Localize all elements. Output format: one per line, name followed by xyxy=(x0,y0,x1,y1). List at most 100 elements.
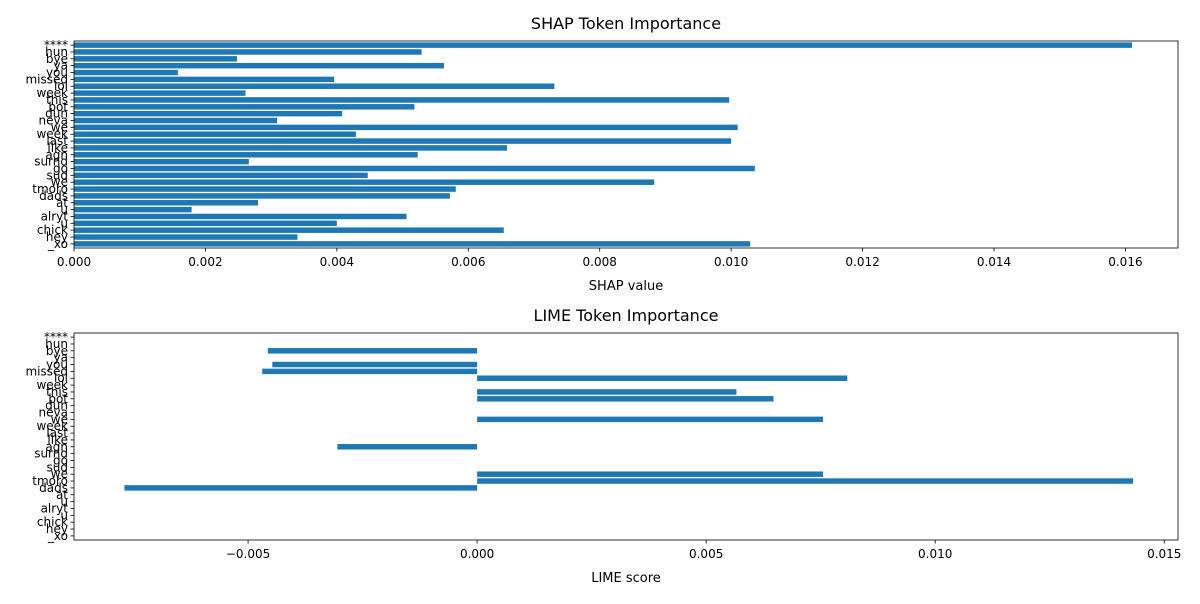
shap-bar xyxy=(74,76,335,83)
shap-y-tick-label: agn xyxy=(45,148,68,162)
shap-y-tick-label: like xyxy=(47,141,68,155)
shap-x-tick-label: 0.010 xyxy=(714,255,748,269)
shap-bar xyxy=(74,69,178,76)
lime-y-tick-label: ya xyxy=(54,351,68,365)
lime-bar xyxy=(337,444,478,450)
shap-y-ticks: ****hunbyeyayoumissedlolweekthisbotdunne… xyxy=(25,38,74,251)
lime-y-tick-label: week xyxy=(36,419,68,433)
shap-bar xyxy=(74,42,1132,48)
shap-y-tick-label: last xyxy=(46,134,68,148)
shap-bar xyxy=(74,97,730,103)
shap-y-tick-label: hey xyxy=(46,230,68,244)
lime-y-tick-label: neva xyxy=(39,406,68,420)
shap-bar xyxy=(74,145,508,151)
shap-y-tick-label: neva xyxy=(39,114,68,128)
shap-axes-frame xyxy=(73,40,1179,249)
shap-bar xyxy=(74,131,356,137)
lime-x-tick-label: 0.015 xyxy=(1147,547,1181,561)
shap-y-tick-label: surnd xyxy=(34,155,68,169)
shap-y-tick-label: _xo xyxy=(47,237,68,251)
shap-bar xyxy=(74,234,298,240)
shap-x-tick-label: 0.016 xyxy=(1108,255,1142,269)
lime-y-tick-label: surnd xyxy=(34,447,68,461)
shap-y-tick-label: sud xyxy=(47,168,68,182)
lime-y-tick-label: you xyxy=(46,358,68,372)
shap-y-tick-label: we xyxy=(51,120,68,134)
shap-bar xyxy=(74,193,450,199)
shap-bar xyxy=(74,172,368,179)
lime-x-axis-label: LIME score xyxy=(591,571,661,586)
shap-bar xyxy=(74,152,418,158)
shap-bar xyxy=(74,83,555,89)
lime-y-tick-label: bot xyxy=(48,392,68,406)
lime-bar xyxy=(477,389,737,395)
shap-bar xyxy=(74,49,422,55)
lime-x-tick-label: −0.005 xyxy=(226,547,270,561)
shap-x-axis-label: SHAP value xyxy=(589,279,663,294)
shap-y-tick-label: you xyxy=(46,66,68,80)
lime-x-tick-label: 0.010 xyxy=(918,547,952,561)
lime-y-tick-label: u xyxy=(60,495,68,509)
shap-x-tick-label: 0.004 xyxy=(320,255,354,269)
lime-bar xyxy=(124,485,478,491)
lime-bars xyxy=(124,348,1134,491)
lime-x-tick-label: 0.005 xyxy=(689,547,723,561)
shap-y-tick-label: **** xyxy=(44,38,68,52)
lime-bar xyxy=(477,375,848,381)
lime-axes-frame xyxy=(73,332,1179,541)
lime-y-tick-label: agn xyxy=(45,440,68,454)
shap-y-tick-label: missed xyxy=(25,72,68,86)
lime-x-tick-label: 0.000 xyxy=(460,547,494,561)
shap-bar xyxy=(74,200,258,206)
shap-y-tick-label: week xyxy=(36,127,68,141)
lime-y-tick-label: hey xyxy=(46,522,68,536)
lime-y-tick-label: _xo xyxy=(47,529,68,543)
shap-bar xyxy=(74,241,751,247)
shap-y-tick-label: at xyxy=(56,196,68,210)
lime-y-tick-label: tmoro xyxy=(32,474,68,488)
lime-bar xyxy=(477,478,1134,484)
shap-panel: SHAP Token Importance SHAP value ****hun… xyxy=(25,14,1179,294)
shap-y-tick-label: go xyxy=(53,161,68,175)
shap-y-tick-label: alryt xyxy=(41,209,69,223)
lime-x-ticks: −0.005 0.000 0.005 0.010 0.015 xyxy=(226,540,1181,561)
shap-y-tick-label: u xyxy=(60,203,68,217)
lime-y-tick-label: we xyxy=(51,467,68,481)
shap-bar xyxy=(74,179,655,185)
lime-y-tick-label: u xyxy=(60,508,68,522)
lime-y-tick-label: week xyxy=(36,378,68,392)
shap-bar xyxy=(74,186,456,192)
shap-bar xyxy=(74,227,504,233)
shap-y-tick-label: hun xyxy=(45,45,68,59)
shap-bar xyxy=(74,124,738,131)
shap-bar xyxy=(74,104,415,110)
lime-y-tick-label: at xyxy=(56,488,68,502)
lime-bar xyxy=(477,416,823,423)
shap-bar xyxy=(74,206,192,213)
lime-bar xyxy=(262,368,478,375)
lime-y-tick-label: chick xyxy=(37,515,68,529)
lime-y-tick-label: this xyxy=(46,385,68,399)
lime-y-tick-label: bye xyxy=(46,344,68,358)
lime-panel: LIME Token Importance LIME score ****hun… xyxy=(25,306,1181,586)
shap-y-tick-label: we xyxy=(51,175,68,189)
shap-y-tick-label: dads xyxy=(39,189,68,203)
lime-bar xyxy=(272,361,478,368)
shap-bar xyxy=(74,220,337,227)
shap-y-tick-label: bot xyxy=(48,100,68,114)
shap-y-tick-label: lol xyxy=(54,79,68,93)
shap-x-tick-label: 0.002 xyxy=(188,255,222,269)
lime-y-tick-label: missed xyxy=(25,364,68,378)
shap-x-tick-label: 0.008 xyxy=(583,255,617,269)
shap-bar xyxy=(74,62,444,69)
lime-y-tick-label: sud xyxy=(47,460,68,474)
shap-x-tick-label: 0.012 xyxy=(845,255,879,269)
shap-chart-title: SHAP Token Importance xyxy=(531,14,721,33)
shap-y-tick-label: dun xyxy=(45,107,68,121)
shap-y-tick-label: week xyxy=(36,86,68,100)
lime-y-tick-label: we xyxy=(51,412,68,426)
shap-bar xyxy=(74,90,246,96)
shap-y-tick-label: ya xyxy=(54,59,68,73)
shap-y-tick-label: tmoro xyxy=(32,182,68,196)
